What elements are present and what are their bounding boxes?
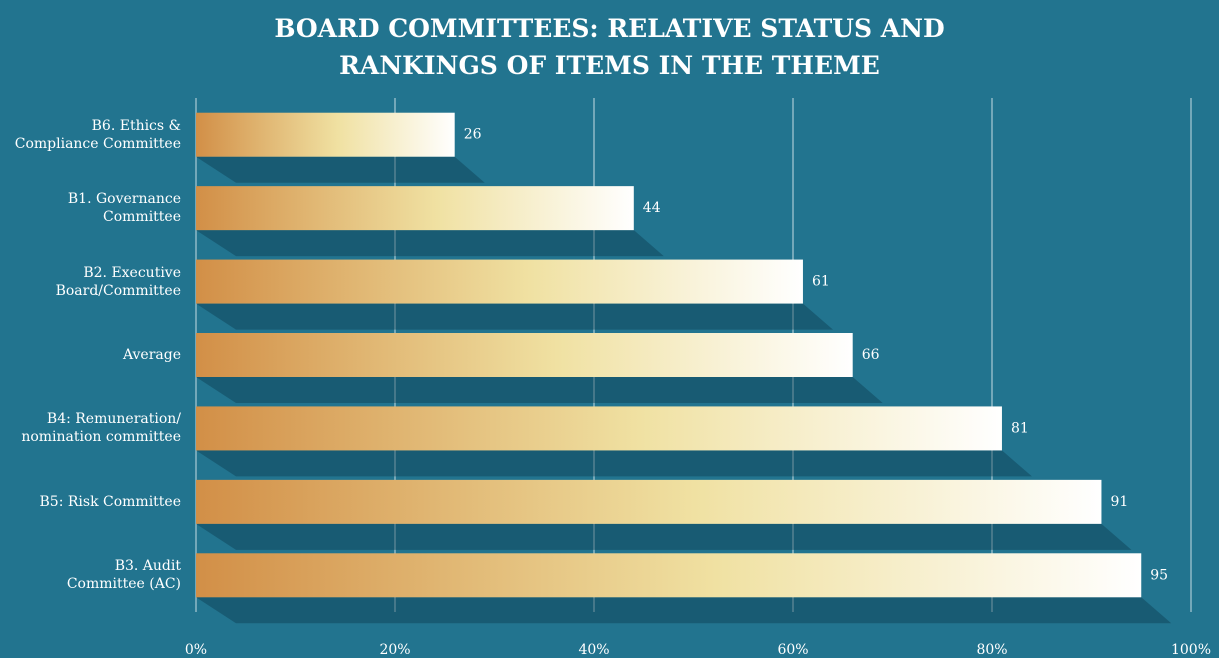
x-tick-label: 100% bbox=[1171, 642, 1211, 658]
bar-shadow bbox=[196, 156, 485, 183]
y-tick-label: Average bbox=[122, 347, 181, 363]
bar bbox=[196, 479, 1102, 524]
chart-title: BOARD COMMITTEES: RELATIVE STATUS AND RA… bbox=[274, 14, 945, 80]
bar-shadow bbox=[196, 303, 833, 330]
value-label: 66 bbox=[862, 347, 880, 363]
value-label: 95 bbox=[1150, 567, 1168, 583]
x-tick-label: 0% bbox=[185, 642, 207, 658]
y-tick-label: B4: Remuneration/ nomination committee bbox=[21, 411, 181, 446]
bar-shadow bbox=[196, 523, 1132, 550]
x-tick-label: 20% bbox=[379, 642, 410, 658]
value-label: 91 bbox=[1110, 494, 1128, 510]
bar bbox=[196, 186, 634, 231]
value-label: 61 bbox=[812, 274, 830, 290]
value-label: 44 bbox=[643, 200, 661, 216]
x-tick-label: 60% bbox=[777, 642, 808, 658]
bar bbox=[196, 112, 455, 157]
y-tick-label: B2. Executive Board/Committee bbox=[55, 264, 181, 299]
bar bbox=[196, 553, 1142, 598]
bar-shadow bbox=[196, 377, 883, 403]
y-tick-label: B1. Governance Committee bbox=[67, 191, 181, 226]
value-label: 26 bbox=[464, 127, 482, 143]
chart-title-box: BOARD COMMITTEES: RELATIVE STATUS AND RA… bbox=[0, 10, 1219, 84]
value-label: 81 bbox=[1011, 420, 1029, 436]
bar-shadow bbox=[196, 230, 664, 257]
y-tick-label: B6. Ethics & Compliance Committee bbox=[14, 117, 181, 152]
bar-shadow bbox=[196, 450, 1032, 477]
bar bbox=[196, 333, 853, 377]
bar-shadow bbox=[196, 597, 1172, 624]
x-tick-label: 40% bbox=[578, 642, 609, 658]
y-tick-label: B3. Audit Committee (AC) bbox=[66, 558, 181, 593]
bar bbox=[196, 259, 803, 304]
x-tick-label: 80% bbox=[976, 642, 1007, 658]
y-tick-label: B5: Risk Committee bbox=[39, 493, 182, 510]
bar bbox=[196, 406, 1002, 451]
